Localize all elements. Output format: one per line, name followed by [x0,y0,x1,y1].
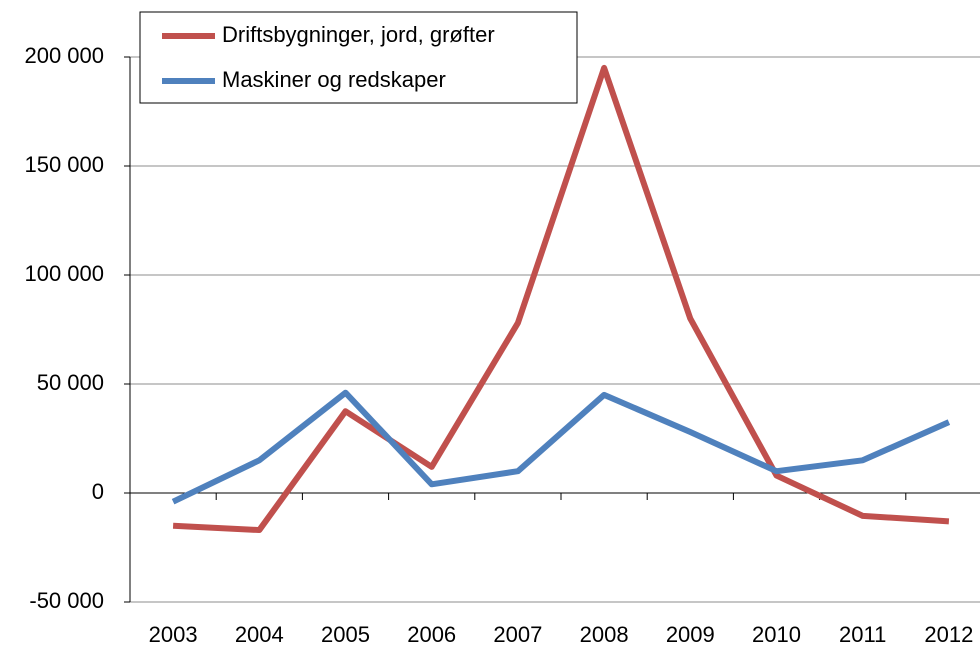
legend-label: Driftsbygninger, jord, grøfter [222,22,495,47]
legend-label: Maskiner og redskaper [222,67,446,92]
x-tick-label: 2009 [666,622,715,646]
y-tick-label: 200 000 [24,43,104,68]
legend-box [139,11,578,104]
x-tick-label: 2003 [149,622,198,646]
y-tick-label: 0 [92,479,104,504]
x-tick-label: 2012 [924,622,973,646]
series-line [171,389,951,505]
x-tick-label: 2006 [407,622,456,646]
x-tick-label: 2007 [493,622,542,646]
series-line [172,64,950,534]
x-tick-label: 2011 [839,622,886,646]
y-tick-label: 50 000 [37,370,104,395]
legend: Driftsbygninger, jord, grøfter Maskiner o… [139,11,578,104]
x-tick-label: 2005 [321,622,370,646]
y-tick-label: 100 000 [24,261,104,286]
y-tick-label: 150 000 [24,152,104,177]
x-tick-label: 2004 [235,622,284,646]
x-tick-label: 2010 [752,622,801,646]
x-tick-label: 2008 [580,622,629,646]
y-tick-label: -50 000 [29,588,104,613]
